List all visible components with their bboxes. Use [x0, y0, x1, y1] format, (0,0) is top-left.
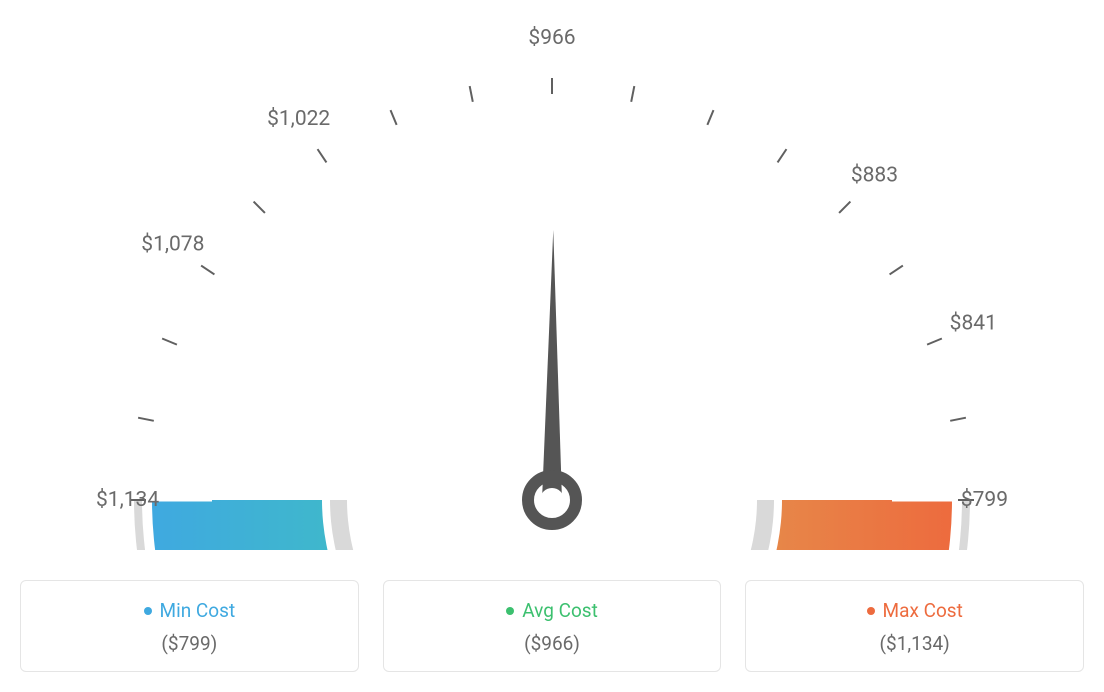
- legend-min: Min Cost ($799): [20, 580, 359, 672]
- svg-text:$966: $966: [528, 26, 575, 50]
- legend-max-label: Max Cost: [883, 599, 963, 622]
- svg-text:$841: $841: [950, 311, 997, 335]
- legend-max: Max Cost ($1,134): [745, 580, 1084, 672]
- legend-max-dot: [867, 607, 875, 615]
- legend-avg-title: Avg Cost: [506, 599, 598, 622]
- legend-avg-dot: [506, 607, 514, 615]
- legend-avg: Avg Cost ($966): [383, 580, 722, 672]
- legend-row: Min Cost ($799) Avg Cost ($966) Max Cost…: [20, 580, 1084, 672]
- legend-min-label: Min Cost: [160, 599, 236, 622]
- legend-max-title: Max Cost: [867, 599, 963, 622]
- cost-gauge: $799 $841 $883 $966 $1,022 $1,078 $1,134: [20, 20, 1084, 550]
- gauge-svg: $799 $841 $883 $966 $1,022 $1,078 $1,134: [20, 20, 1084, 550]
- svg-text:$1,022: $1,022: [267, 107, 330, 131]
- svg-text:$1,078: $1,078: [141, 233, 204, 257]
- svg-text:$883: $883: [851, 164, 898, 188]
- svg-text:$799: $799: [961, 488, 1008, 512]
- legend-avg-label: Avg Cost: [522, 599, 598, 622]
- legend-min-dot: [144, 607, 152, 615]
- legend-avg-value: ($966): [394, 632, 711, 655]
- legend-max-value: ($1,134): [756, 632, 1073, 655]
- legend-min-value: ($799): [31, 632, 348, 655]
- legend-min-title: Min Cost: [144, 599, 236, 622]
- svg-text:$1,134: $1,134: [96, 488, 159, 512]
